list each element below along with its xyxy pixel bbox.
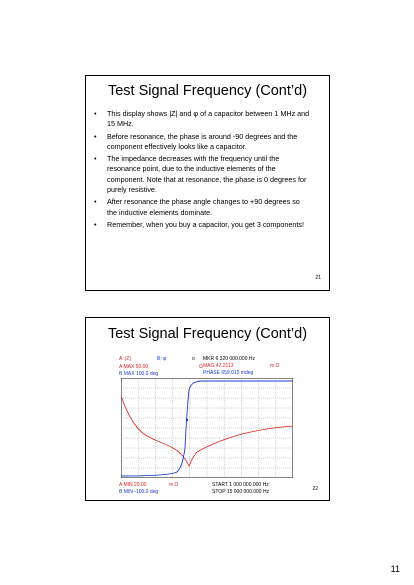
magnitude-trace [121,395,293,467]
bullet-item: The impedance decreases with the frequen… [94,154,311,195]
marker-point [185,418,189,422]
trace-a-label: A: |Z| [119,356,131,362]
marker-frequency: MKR 6 320 000.000 Hz [203,356,255,362]
slide-title: Test Signal Frequency (Cont’d) [107,83,308,99]
trace-b-label: B: φ [157,356,167,362]
phase-trace [121,380,293,477]
analyzer-screen: A: |Z| B: φ A MAX 50.00 Ω B MAX 100.0 de… [119,356,329,496]
slide-22: Test Signal Frequency (Cont’d) A: |Z| B:… [85,317,330,501]
bullet-list: This display shows |Z| and φ of a capaci… [86,109,329,232]
b-min: B MIN -100.0 deg [119,489,159,495]
stop-frequency: STOP 15 000 000.000 Hz [212,489,270,495]
start-frequency: START 1 000 000.000 Hz [212,482,269,488]
marker-symbol: o [192,356,195,362]
b-max: B MAX 100.0 deg [119,371,159,377]
marker-magnitude: MAG 47.2113 [203,363,234,369]
marker-phase: PHASE 659.015 mdeg [203,370,254,376]
impedance-phase-plot [121,378,293,478]
slide-21: Test Signal Frequency (Cont’d) This disp… [85,75,330,291]
bullet-item: After resonance the phase angle changes … [94,197,311,218]
a-max-unit: Ω [199,364,203,370]
marker-magnitude-unit: m Ω [270,363,280,369]
slide-number: 21 [315,275,321,281]
a-min-unit: m Ω [169,482,179,488]
bullet-item: This display shows |Z| and φ of a capaci… [94,109,311,130]
slide-title: Test Signal Frequency (Cont’d) [107,326,308,342]
slide-number: 22 [312,486,318,492]
a-min: A MIN 20.00 [119,482,147,488]
a-max: A MAX 50.00 [119,364,149,370]
page-number: 11 [390,564,400,574]
bullet-item: Before resonance, the phase is around -9… [94,132,311,153]
bullet-item: Remember, when you buy a capacitor, you … [94,220,311,231]
